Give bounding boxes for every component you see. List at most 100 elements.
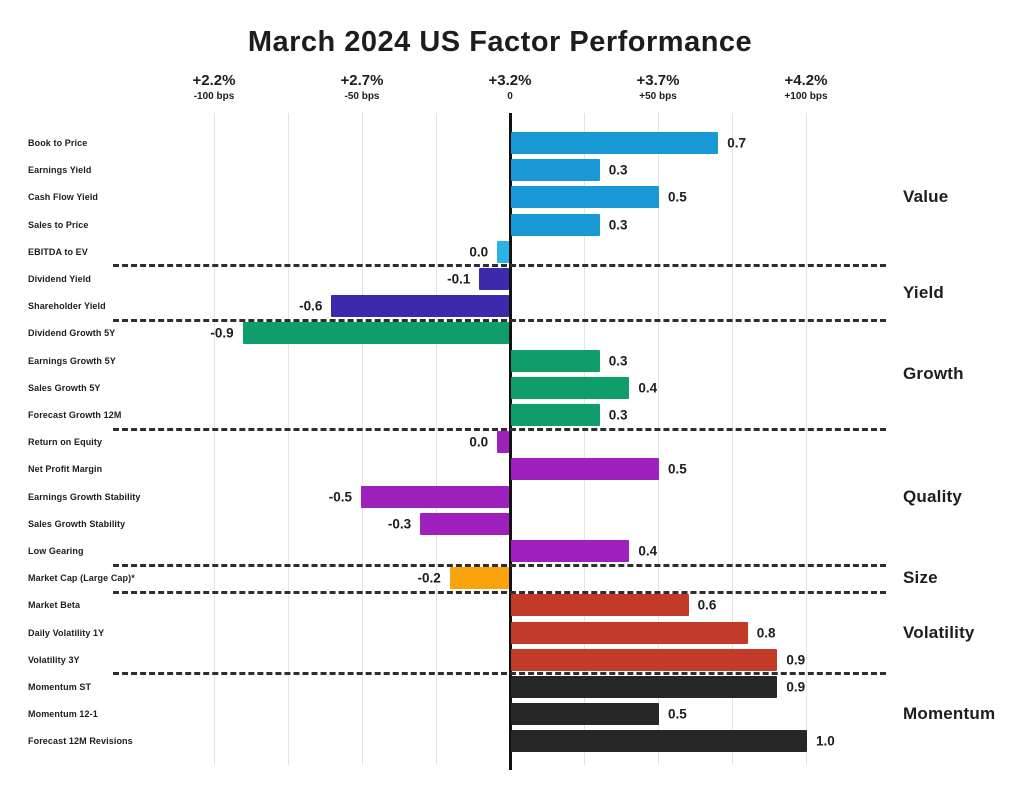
category-separator: [113, 264, 886, 268]
row-label: Sales Growth 5Y: [28, 382, 101, 393]
bar: [361, 485, 509, 508]
row-label: Low Gearing: [28, 546, 84, 556]
value-label: 0.3: [608, 353, 628, 369]
bar: [511, 132, 719, 154]
row-label: Earnings Yield: [28, 165, 92, 176]
row-label: Daily Volatility 1Y: [28, 627, 105, 638]
bar: [511, 159, 600, 182]
value-label: -0.9: [210, 325, 234, 341]
row-label: Dividend Growth 5Y: [28, 328, 116, 339]
x-axis-tick: +2.2% -100 bps: [154, 72, 274, 103]
gridline: [658, 113, 659, 765]
row-label: Earnings Growth 5Y: [28, 355, 116, 366]
bar: [331, 295, 509, 318]
gridline: [362, 113, 363, 765]
category-label: Size: [903, 568, 938, 588]
value-label: 0.6: [697, 597, 717, 613]
row-label: Dividend Yield: [28, 274, 91, 284]
value-label: 0.0: [469, 434, 489, 450]
row-label: Market Beta: [28, 600, 81, 611]
value-label: 0.3: [608, 162, 628, 178]
category-label: Growth: [903, 364, 964, 384]
category-separator: [113, 318, 886, 322]
row-label: Book to Price: [28, 138, 88, 148]
x-axis-tick: +3.2% 0: [450, 72, 570, 103]
bar: [420, 512, 509, 535]
tick-bps-label: +50 bps: [639, 91, 677, 102]
category-separator: [113, 427, 886, 431]
category-separator: [113, 563, 886, 567]
row-label: Return on Equity: [28, 437, 103, 448]
bar: [511, 594, 689, 617]
bar: [242, 322, 509, 345]
value-label: 0.5: [668, 189, 687, 205]
tick-bps-label: -100 bps: [193, 91, 235, 102]
value-label: 0.3: [608, 217, 628, 233]
bar: [511, 540, 630, 562]
zero-axis-line: [509, 113, 512, 770]
row-label: Momentum 12-1: [28, 709, 98, 720]
bar: [497, 431, 509, 454]
bar: [511, 458, 659, 481]
value-label: 0.9: [786, 652, 806, 668]
tick-percent-label: +2.7%: [340, 72, 384, 89]
row-label: Cash Flow Yield: [28, 192, 99, 203]
category-label: Volatility: [903, 622, 975, 642]
tick-percent-label: +4.2%: [784, 72, 828, 89]
value-label: 0.0: [469, 244, 489, 260]
value-label: 1.0: [816, 733, 835, 749]
value-label: 0.5: [668, 706, 687, 722]
row-label: Forecast Growth 12M: [28, 410, 122, 420]
category-separator: [113, 590, 886, 594]
value-label: -0.1: [447, 271, 471, 287]
value-label: 0.4: [638, 380, 658, 396]
value-label: 0.7: [727, 135, 746, 151]
bar: [511, 186, 659, 209]
row-label: Volatility 3Y: [28, 654, 80, 665]
bar: [511, 349, 600, 372]
bar: [511, 213, 600, 236]
value-label: -0.6: [299, 298, 323, 314]
value-label: 0.4: [638, 543, 658, 559]
value-label: -0.3: [387, 516, 412, 532]
value-label: 0.3: [608, 407, 628, 423]
bar: [511, 676, 778, 698]
row-label: Shareholder Yield: [28, 301, 106, 312]
row-label: Market Cap (Large Cap)*: [28, 573, 135, 584]
chart-title: March 2024 US Factor Performance: [247, 26, 753, 58]
value-label: 0.5: [668, 461, 687, 477]
gridline: [806, 113, 807, 765]
value-label: -0.2: [417, 570, 441, 586]
category-label: Quality: [903, 486, 963, 506]
row-label: Earnings Growth Stability: [28, 491, 141, 502]
gridline: [288, 113, 289, 765]
tick-percent-label: +3.7%: [636, 72, 680, 89]
value-label: -0.5: [328, 489, 352, 505]
bar: [479, 268, 509, 290]
gridline: [584, 113, 585, 765]
category-label: Yield: [903, 282, 944, 302]
tick-bps-label: -50 bps: [344, 91, 380, 102]
row-label: Forecast 12M Revisions: [28, 736, 133, 747]
row-label: Net Profit Margin: [28, 464, 103, 475]
row-label: EBITDA to EV: [28, 246, 88, 257]
x-axis-tick: +3.7% +50 bps: [598, 72, 718, 103]
bar: [497, 240, 509, 263]
tick-percent-label: +3.2%: [488, 72, 532, 89]
tick-bps-label: 0: [507, 91, 513, 102]
gridline: [436, 113, 437, 765]
row-label: Sales to Price: [28, 219, 89, 230]
bar: [511, 376, 630, 399]
category-label: Value: [903, 187, 949, 207]
gridline: [732, 113, 733, 765]
bar: [511, 730, 807, 753]
bar: [511, 404, 600, 426]
bar: [449, 567, 509, 590]
row-label: Momentum ST: [28, 682, 92, 692]
category-label: Momentum: [903, 704, 996, 724]
tick-percent-label: +2.2%: [192, 72, 236, 89]
category-separator: [113, 672, 886, 676]
x-axis-tick: +4.2% +100 bps: [746, 72, 866, 103]
x-axis-tick: +2.7% -50 bps: [302, 72, 422, 103]
